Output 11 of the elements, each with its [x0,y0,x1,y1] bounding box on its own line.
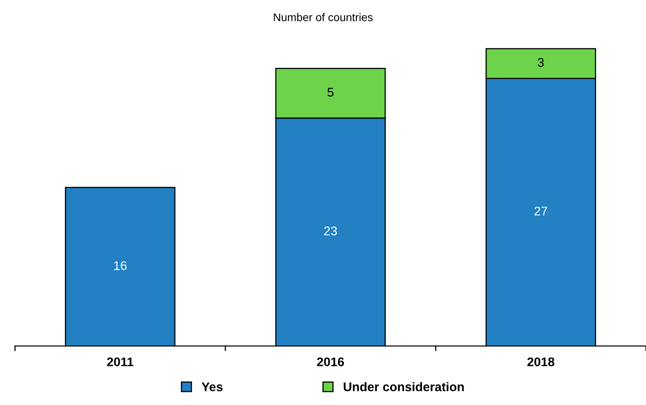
x-tick-label: 2018 [527,357,554,366]
data-label: 5 [328,88,334,97]
x-tick-label: 2016 [317,357,344,366]
legend-label: Under consideration [344,382,464,392]
data-label: 16 [114,261,127,270]
data-label: 27 [534,206,548,216]
legend-label: Yes [202,382,222,392]
y-axis-title: Number of countries [274,13,373,22]
x-tick-label: 2011 [107,357,134,366]
data-label: 23 [324,226,337,236]
data-label: 3 [538,58,544,67]
